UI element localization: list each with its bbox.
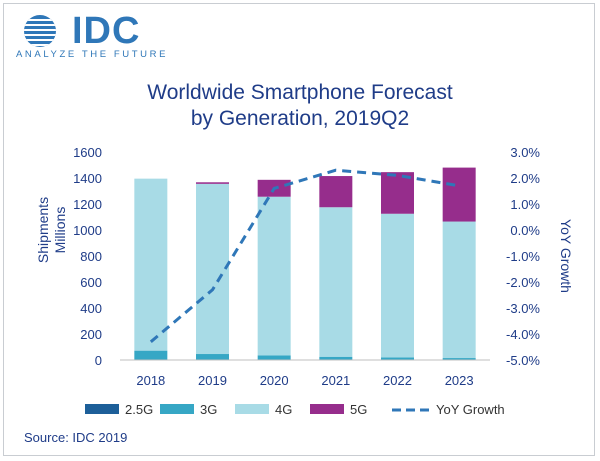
y2-axis-label: YoY Growth bbox=[558, 219, 574, 293]
y-tick-label: 0 bbox=[95, 353, 102, 368]
x-tick-label: 2023 bbox=[445, 373, 474, 388]
bar-segment-5g bbox=[442, 167, 476, 222]
legend-label: 2.5G bbox=[125, 402, 153, 417]
y2-tick-label: -3.0% bbox=[506, 301, 540, 316]
chart-title-line-2: by Generation, 2019Q2 bbox=[190, 107, 410, 130]
y2-tick-label: -5.0% bbox=[506, 353, 540, 368]
left-axis-ticks: 0 200 400 600 800 1000 1200 1400 1600 bbox=[73, 145, 102, 368]
y2-tick-label: 1.0% bbox=[510, 197, 540, 212]
y-axis-label-line-2: Millions bbox=[52, 207, 68, 254]
bar-group bbox=[134, 167, 476, 361]
legend-label: 4G bbox=[275, 402, 292, 417]
bar-segment-4g bbox=[134, 178, 168, 351]
bar-segment-4g bbox=[257, 196, 291, 356]
logo-wordmark: IDC bbox=[72, 10, 141, 52]
source-note: Source: IDC 2019 bbox=[24, 430, 128, 445]
idc-logo: IDC ANALYZE THE FUTURE bbox=[14, 10, 204, 64]
y2-tick-label: 2.0% bbox=[510, 171, 540, 186]
globe-icon bbox=[24, 15, 56, 47]
y-tick-label: 400 bbox=[80, 301, 102, 316]
bar-segment-3g bbox=[319, 356, 353, 360]
bar-segment-5g bbox=[319, 176, 353, 208]
bar-segment-4g bbox=[319, 207, 353, 357]
logo-tagline: ANALYZE THE FUTURE bbox=[16, 49, 169, 60]
x-tick-label: 2022 bbox=[383, 373, 412, 388]
yoy-growth-line bbox=[149, 168, 460, 343]
right-axis-ticks: -5.0% -4.0% -3.0% -2.0% -1.0% 0.0% 1.0% 2.0% 3.0… bbox=[506, 145, 540, 368]
legend-swatch bbox=[235, 404, 269, 414]
x-axis-ticks: 2018 2019 2020 2021 2022 2023 bbox=[136, 373, 473, 388]
legend-swatch bbox=[160, 404, 194, 414]
bar-segment-4g bbox=[196, 183, 229, 355]
chart-title: Worldwide Smartphone Forecast by Generat… bbox=[0, 80, 600, 132]
bar-segment-3g bbox=[196, 354, 229, 360]
y-tick-label: 200 bbox=[80, 327, 102, 342]
y-tick-label: 800 bbox=[80, 249, 102, 264]
y-tick-label: 1400 bbox=[73, 171, 102, 186]
y-tick-label: 1000 bbox=[73, 223, 102, 238]
bar-segment-3g bbox=[442, 358, 476, 360]
x-tick-label: 2018 bbox=[136, 373, 165, 388]
y-axis-label-line-1: Shipments bbox=[35, 197, 51, 263]
y2-tick-label: 0.0% bbox=[510, 223, 540, 238]
bar-segment-3g bbox=[257, 355, 291, 360]
bar-segment-5g bbox=[381, 172, 414, 214]
legend-swatch bbox=[310, 404, 344, 414]
y-tick-label: 1200 bbox=[73, 197, 102, 212]
x-tick-label: 2019 bbox=[198, 373, 227, 388]
bar-segment-3g bbox=[134, 350, 168, 360]
left-axis-title: Shipments Millions bbox=[35, 197, 68, 263]
y2-tick-label: -2.0% bbox=[506, 275, 540, 290]
chart-title-line-1: Worldwide Smartphone Forecast bbox=[147, 81, 453, 104]
legend-swatch bbox=[85, 404, 119, 414]
y-tick-label: 600 bbox=[80, 275, 102, 290]
y2-tick-label: 3.0% bbox=[510, 145, 540, 160]
chart-legend: 2.5G 3G 4G 5G YoY Growth bbox=[85, 402, 505, 417]
y2-tick-label: -1.0% bbox=[506, 249, 540, 264]
legend-label: 5G bbox=[350, 402, 367, 417]
x-tick-label: 2020 bbox=[260, 373, 289, 388]
bar-segment-5g bbox=[196, 182, 229, 184]
y2-tick-label: -4.0% bbox=[506, 327, 540, 342]
bar-segment-3g bbox=[381, 357, 414, 360]
y-tick-label: 1600 bbox=[73, 145, 102, 160]
legend-label: YoY Growth bbox=[436, 402, 505, 417]
bar-segment-4g bbox=[381, 213, 414, 358]
x-tick-label: 2021 bbox=[321, 373, 350, 388]
chart-frame bbox=[3, 3, 595, 456]
legend-label: 3G bbox=[200, 402, 217, 417]
bar-segment-4g bbox=[442, 221, 476, 359]
